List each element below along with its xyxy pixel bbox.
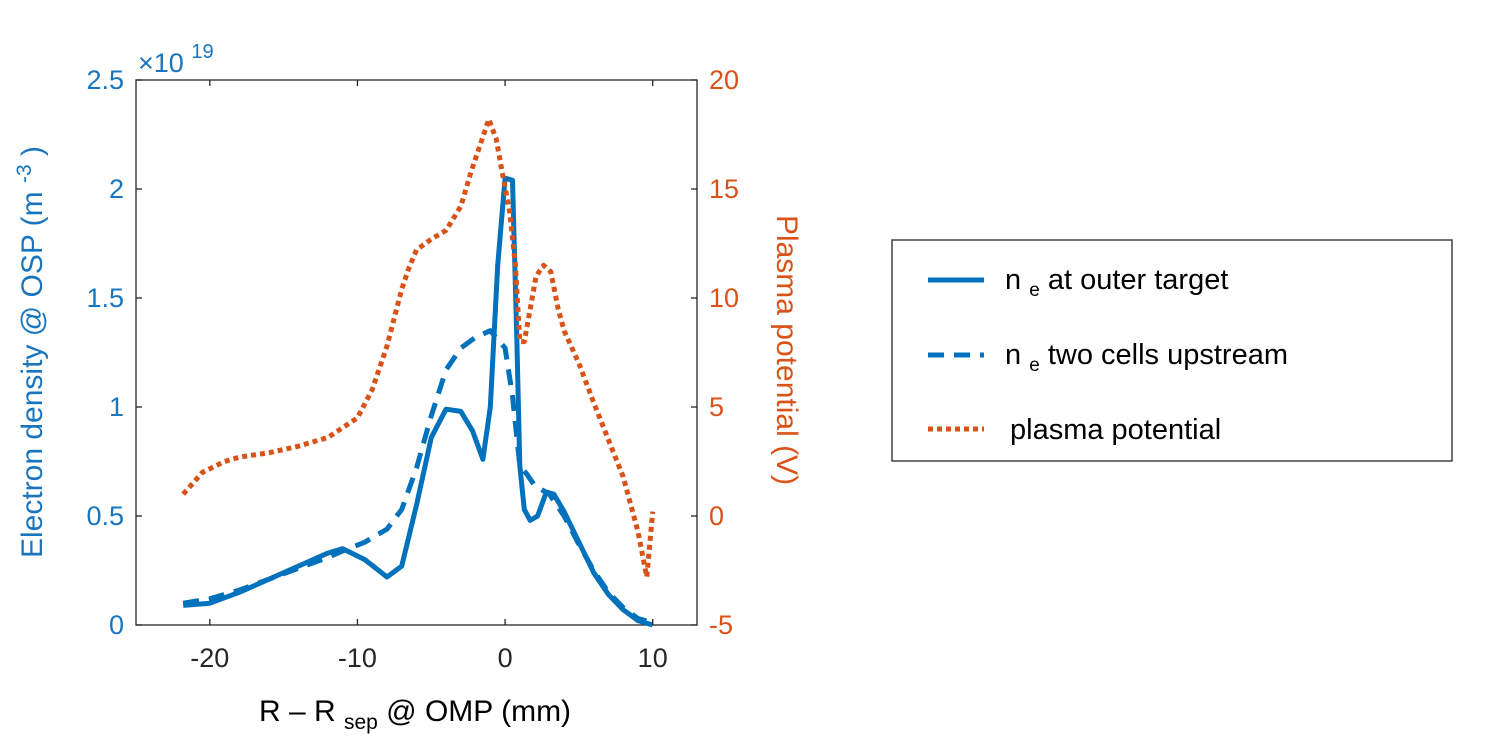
left-y-axis-ticks: 0 0.5 1 1.5 2 2.5 [86,65,142,640]
exponent-power: 19 [191,41,213,63]
legend-label-plasma-potential: plasma potential [1010,414,1221,446]
legend-label-2-main: plasma potential [1010,414,1221,446]
legend-label-ne-outer-target: n e at outer target [1005,264,1228,303]
left-y-tick-label: 1.5 [86,283,124,313]
right-y-axis-title: Plasma potential (V) [770,215,803,485]
left-y-tick-label: 0 [109,610,124,640]
x-axis-title-main: R – R [259,695,336,728]
x-tick-label: 10 [638,643,668,673]
series-line-dotted [181,116,656,580]
x-tick-label: 0 [498,643,513,673]
right-y-tick-label: 10 [709,283,739,313]
legend: n e at outer target n e two cells upstre… [891,239,1453,462]
series-line-dashed [182,328,654,626]
left-y-tick-label: 0.5 [86,501,124,531]
series-layer [181,116,656,628]
left-y-axis-title-rest: ) [16,146,49,156]
x-axis-ticks: -20 -10 0 10 [190,80,668,673]
left-y-axis-title-main: Electron density @ OSP (m [16,191,49,558]
right-y-tick-label: -5 [709,610,733,640]
left-y-tick-label: 1 [109,392,124,422]
right-y-tick-label: 5 [709,392,724,422]
x-tick-label: -10 [338,643,377,673]
left-y-axis-title-sup: -3 [13,164,36,183]
legend-label-1-main: n [1005,339,1021,371]
plot-area-frame [135,79,698,626]
left-y-tick-label: 2.5 [86,65,124,95]
legend-label-1-rest: two cells upstream [1048,339,1288,371]
legend-label-0-sub: e [1029,280,1040,301]
exponent-base: ×10 [138,48,184,78]
right-y-tick-label: 15 [709,174,739,204]
right-y-tick-label: 20 [709,65,739,95]
left-axis-exponent: ×10 19 [138,41,214,78]
x-axis-title-rest: @ OMP (mm) [386,695,571,728]
right-y-tick-label: 0 [709,501,724,531]
right-y-axis-ticks: -5 0 5 10 15 20 [691,65,739,640]
x-axis-title: R – R sep @ OMP (mm) [259,695,571,736]
x-tick-label: -20 [190,643,229,673]
left-y-axis-title: Electron density @ OSP (m -3 ) [5,146,49,558]
series-line-solid [182,175,654,628]
legend-label-ne-two-cells-upstream: n e two cells upstream [1005,339,1288,378]
legend-label-1-sub: e [1029,355,1040,376]
legend-box [891,239,1453,462]
legend-label-0-rest: at outer target [1048,264,1229,296]
left-y-tick-label: 2 [109,174,124,204]
legend-label-0-main: n [1005,264,1021,296]
x-axis-title-sub: sep [344,711,378,734]
